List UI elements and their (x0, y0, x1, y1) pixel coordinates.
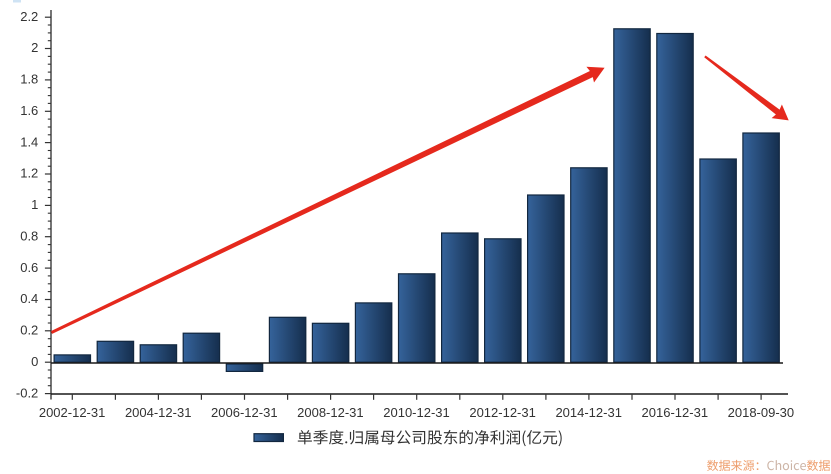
svg-text:1.8: 1.8 (20, 72, 38, 87)
svg-text:2018-09-30: 2018-09-30 (728, 405, 795, 420)
svg-text:0.6: 0.6 (20, 260, 38, 275)
svg-text:0.4: 0.4 (20, 291, 38, 306)
svg-text:1.6: 1.6 (20, 103, 38, 118)
svg-text:0.2: 0.2 (20, 323, 38, 338)
svg-text:2004-12-31: 2004-12-31 (125, 405, 192, 420)
svg-text:2.2: 2.2 (20, 9, 38, 24)
svg-text:2002-12-31: 2002-12-31 (39, 405, 106, 420)
svg-text:2008-12-31: 2008-12-31 (297, 405, 364, 420)
svg-text:2: 2 (31, 40, 38, 55)
svg-text:0: 0 (31, 354, 38, 369)
svg-text:2016-12-31: 2016-12-31 (642, 405, 709, 420)
svg-text:-0.2: -0.2 (16, 385, 38, 400)
svg-text:0.8: 0.8 (20, 228, 38, 243)
svg-text:2010-12-31: 2010-12-31 (383, 405, 450, 420)
svg-text:2012-12-31: 2012-12-31 (469, 405, 536, 420)
svg-text:2006-12-31: 2006-12-31 (211, 405, 278, 420)
svg-text:1: 1 (31, 197, 38, 212)
svg-text:1.2: 1.2 (20, 166, 38, 181)
svg-text:1.4: 1.4 (20, 134, 38, 149)
svg-text:2014-12-31: 2014-12-31 (555, 405, 622, 420)
